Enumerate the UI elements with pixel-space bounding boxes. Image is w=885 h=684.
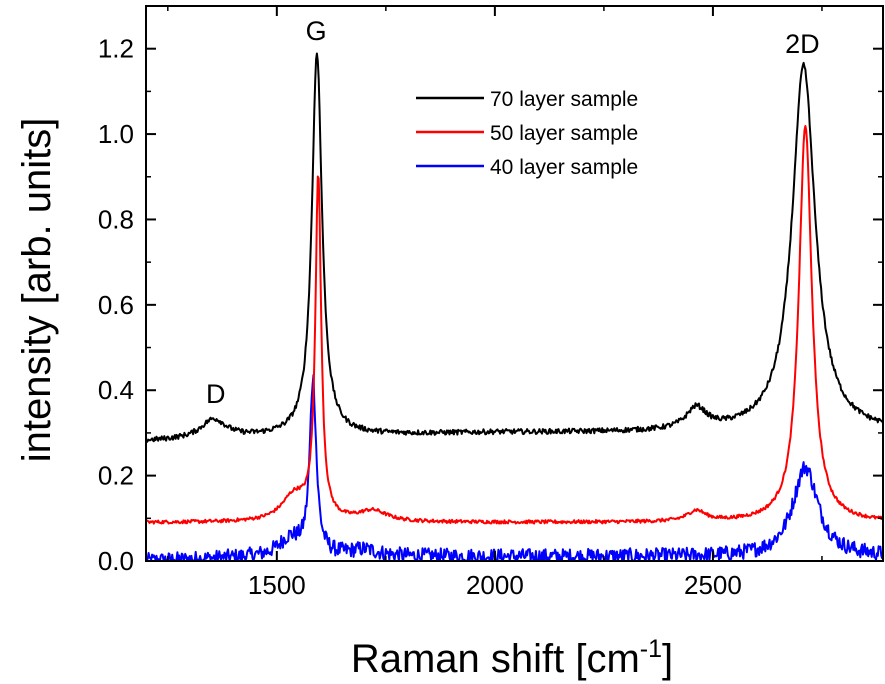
y-tick-label: 0.0 (98, 546, 134, 576)
legend-label-2: 40 layer sample (490, 156, 638, 179)
y-tick-label: 0.8 (98, 204, 134, 234)
legend: 70 layer sample 50 layer sample 40 layer s… (416, 88, 638, 179)
y-tick-label: 1.0 (98, 119, 134, 149)
y-tick-label: 0.6 (98, 290, 134, 320)
x-tick-label: 2500 (684, 570, 742, 600)
axis-ticks (146, 5, 883, 562)
legend-label-1: 50 layer sample (490, 122, 638, 145)
y-tick-label: 0.4 (98, 375, 134, 405)
plot-lines (145, 52, 884, 562)
y-tick-label: 1.2 (98, 34, 134, 64)
y-tick-label: 0.2 (98, 461, 134, 491)
legend-label-0: 70 layer sample (490, 88, 638, 111)
plot-frame (145, 5, 884, 562)
y-axis-title: intensity [arb. units] (15, 118, 59, 463)
x-tick-label: 2000 (466, 570, 524, 600)
peak-label-G: G (306, 16, 327, 46)
x-axis-title-superscript: -1 (640, 635, 662, 663)
peak-annotations: D G 2D (206, 16, 820, 409)
tick-labels: 1500 2000 2500 0.0 0.2 0.4 0.6 0.8 1.0 1.2 (98, 34, 742, 600)
series-line-0 (145, 52, 884, 443)
x-axis-title-end: ] (662, 637, 673, 681)
x-axis-title: Raman shift [cm-1] (351, 635, 673, 681)
peak-label-D: D (206, 379, 226, 409)
series-line-1 (145, 125, 884, 525)
x-tick-label: 1500 (248, 570, 306, 600)
series-line-2 (145, 373, 884, 562)
peak-label-2D: 2D (785, 29, 820, 59)
